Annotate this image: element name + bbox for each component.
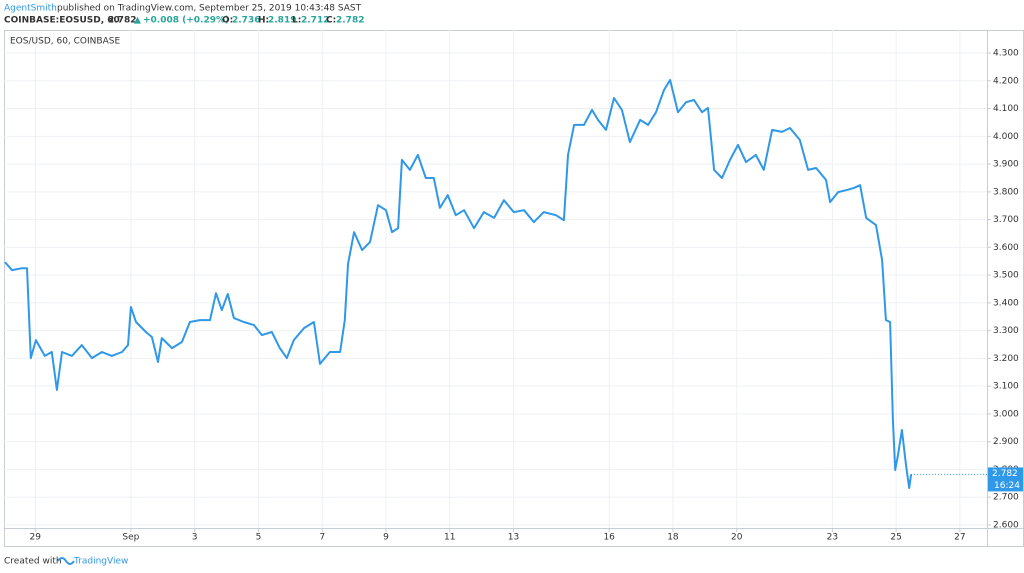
last-price-label: 2.782 (992, 469, 1018, 479)
low-label: L: (292, 16, 301, 26)
y-tick-label: 3.500 (993, 271, 1019, 281)
price: 2.782 (108, 16, 136, 26)
y-tick-label: 3.000 (993, 409, 1019, 419)
grid (4, 30, 987, 528)
author[interactable]: AgentSmith (4, 4, 57, 14)
y-tick-label: 3.900 (993, 160, 1019, 170)
created: Created with (4, 557, 62, 567)
x-tick-label: Sep (122, 533, 139, 543)
y-tick-label: 4.100 (993, 104, 1019, 114)
symbol: COINBASE:EOSUSD, 60 (4, 16, 120, 26)
y-tick-label: 3.800 (993, 187, 1019, 197)
open: 2.736 (232, 16, 260, 26)
y-tick-label: 4.300 (993, 49, 1019, 59)
low: 2.712 (301, 16, 329, 26)
change: +0.008 (+0.29%) (143, 16, 229, 26)
y-tick-label: 3.600 (993, 243, 1019, 253)
x-tick-label: 16 (603, 533, 615, 543)
y-tick-label: 3.200 (993, 354, 1019, 364)
x-tick-label: 3 (192, 533, 198, 543)
y-tick-label: 3.700 (993, 215, 1019, 225)
countdown: 16:24 (994, 481, 1020, 491)
y-tick-label: 3.100 (993, 382, 1019, 392)
y-tick-label: 2.700 (993, 493, 1019, 503)
x-tick-label: 18 (667, 533, 679, 543)
high-label: H: (258, 16, 269, 26)
x-tick-label: 5 (256, 533, 262, 543)
x-tick-label: 20 (731, 533, 743, 543)
y-tick-label: 2.900 (993, 437, 1019, 447)
x-tick-label: 29 (30, 533, 42, 543)
x-tick-label: 23 (827, 533, 838, 543)
brand[interactable]: TradingView (73, 557, 128, 567)
chart-title: EOS/USD, 60, COINBASE (10, 37, 120, 47)
x-tick-label: 25 (890, 533, 901, 543)
open-label: O: (222, 16, 233, 26)
last-price-box (988, 467, 1023, 492)
arrow: ▲ (134, 16, 141, 26)
price-line (4, 79, 913, 489)
high: 2.819 (268, 16, 296, 26)
x-tick-label: 9 (383, 533, 389, 543)
y-tick-label: 3.400 (993, 298, 1019, 308)
logo (57, 557, 75, 565)
y-tick-label: 4.200 (993, 76, 1019, 86)
symbol-line: COINBASE:EOSUSD, 60 2.782 ▲ +0.008 (+0.2… (4, 16, 364, 26)
close: 2.782 (336, 16, 364, 26)
y-tick-label: 2.600 (993, 520, 1019, 530)
published: published on TradingView.com, September … (57, 4, 362, 14)
y-tick-label: 3.300 (993, 326, 1019, 336)
x-tick-label: 7 (319, 533, 325, 543)
x-tick-label: 27 (954, 533, 965, 543)
x-tick-label: 13 (508, 533, 519, 543)
close-label: C: (326, 16, 336, 26)
x-tick-label: 11 (444, 533, 455, 543)
y-tick-label: 4.000 (993, 132, 1019, 142)
